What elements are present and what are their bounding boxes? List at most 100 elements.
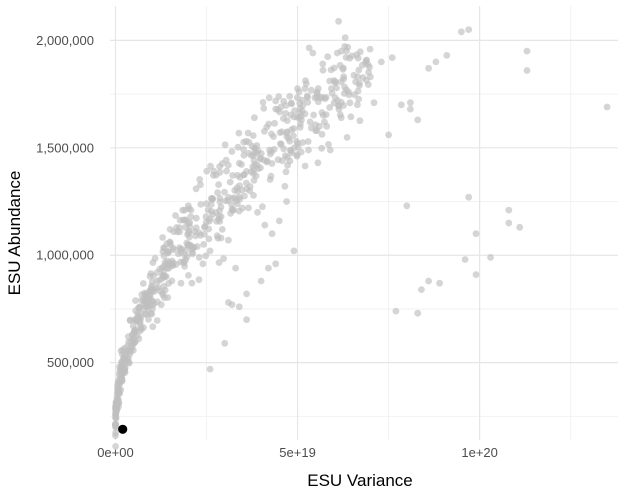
data-point: [344, 43, 352, 51]
data-point: [268, 160, 276, 167]
data-point: [271, 119, 278, 127]
data-point: [221, 339, 229, 347]
data-point: [192, 185, 200, 193]
data-point: [197, 201, 205, 208]
data-point: [343, 134, 351, 141]
y-tick-label: 2,000,000: [36, 33, 94, 48]
data-point: [337, 114, 345, 122]
data-point: [185, 227, 193, 235]
data-point: [260, 105, 268, 112]
data-point: [289, 132, 297, 140]
data-point: [220, 255, 228, 262]
data-point: [201, 223, 209, 230]
data-point: [304, 98, 312, 106]
data-point: [359, 74, 367, 81]
x-tick-label: 5e+19: [279, 445, 316, 460]
data-point: [443, 52, 451, 59]
data-point: [286, 92, 294, 100]
data-point: [505, 206, 513, 214]
data-point: [341, 34, 349, 42]
data-point: [505, 219, 513, 227]
data-point: [129, 322, 137, 330]
data-point: [214, 189, 222, 197]
data-point: [203, 167, 211, 175]
data-point: [257, 150, 265, 157]
data-point: [206, 247, 214, 255]
data-point: [226, 178, 234, 186]
data-point: [304, 138, 312, 145]
x-tick-label: 0e+00: [97, 445, 134, 460]
data-point: [149, 323, 157, 331]
data-point: [341, 83, 348, 91]
data-point: [370, 99, 378, 107]
data-point: [215, 259, 223, 266]
data-point: [294, 85, 301, 93]
data-point: [268, 230, 276, 238]
data-point: [206, 215, 214, 223]
data-point: [210, 172, 217, 179]
data-point: [294, 140, 301, 147]
data-point: [115, 376, 123, 384]
data-point: [228, 301, 236, 308]
data-point: [206, 365, 214, 373]
data-point: [243, 290, 251, 298]
data-point: [195, 276, 203, 284]
data-point: [275, 217, 283, 225]
data-point: [301, 110, 309, 118]
data-point: [425, 64, 432, 72]
data-point: [235, 129, 243, 137]
data-point: [242, 137, 250, 145]
data-point: [282, 168, 290, 176]
data-point: [364, 81, 372, 88]
data-point: [287, 147, 295, 155]
data-point: [267, 172, 275, 180]
data-point: [362, 59, 370, 67]
data-point: [112, 411, 119, 419]
data-point: [407, 99, 414, 107]
data-point: [257, 277, 265, 285]
data-point: [603, 103, 611, 111]
data-point: [176, 216, 184, 224]
data-point: [432, 58, 440, 66]
data-point: [165, 279, 173, 287]
data-point: [235, 303, 243, 311]
data-point: [356, 117, 364, 125]
data-point: [280, 115, 287, 122]
data-point: [330, 64, 338, 72]
data-point: [161, 273, 168, 281]
data-point: [319, 60, 327, 68]
data-point: [290, 125, 298, 132]
data-point: [240, 146, 248, 153]
data-point: [189, 249, 196, 256]
data-point: [316, 122, 323, 130]
data-point: [185, 272, 192, 279]
data-point: [118, 358, 125, 366]
data-point: [243, 168, 251, 175]
data-point: [245, 204, 252, 212]
data-point: [356, 82, 363, 89]
data-point: [414, 116, 422, 124]
data-point: [225, 236, 232, 244]
data-point: [314, 159, 322, 167]
data-point: [216, 194, 224, 202]
data-point: [307, 86, 315, 94]
data-point: [151, 255, 159, 262]
data-point: [112, 429, 119, 437]
data-point: [301, 85, 309, 92]
data-point: [326, 146, 334, 154]
data-point: [342, 54, 350, 61]
data-point: [240, 151, 248, 159]
data-point: [218, 226, 226, 233]
data-point: [284, 154, 291, 161]
data-point: [333, 49, 341, 57]
data-point: [164, 294, 172, 301]
data-point: [425, 277, 432, 285]
data-point: [221, 141, 229, 149]
data-point: [217, 234, 225, 242]
data-point: [472, 230, 480, 238]
data-point: [248, 142, 256, 150]
data-point: [236, 173, 244, 181]
data-point: [281, 182, 289, 190]
data-point: [178, 245, 186, 253]
data-point: [207, 207, 215, 215]
